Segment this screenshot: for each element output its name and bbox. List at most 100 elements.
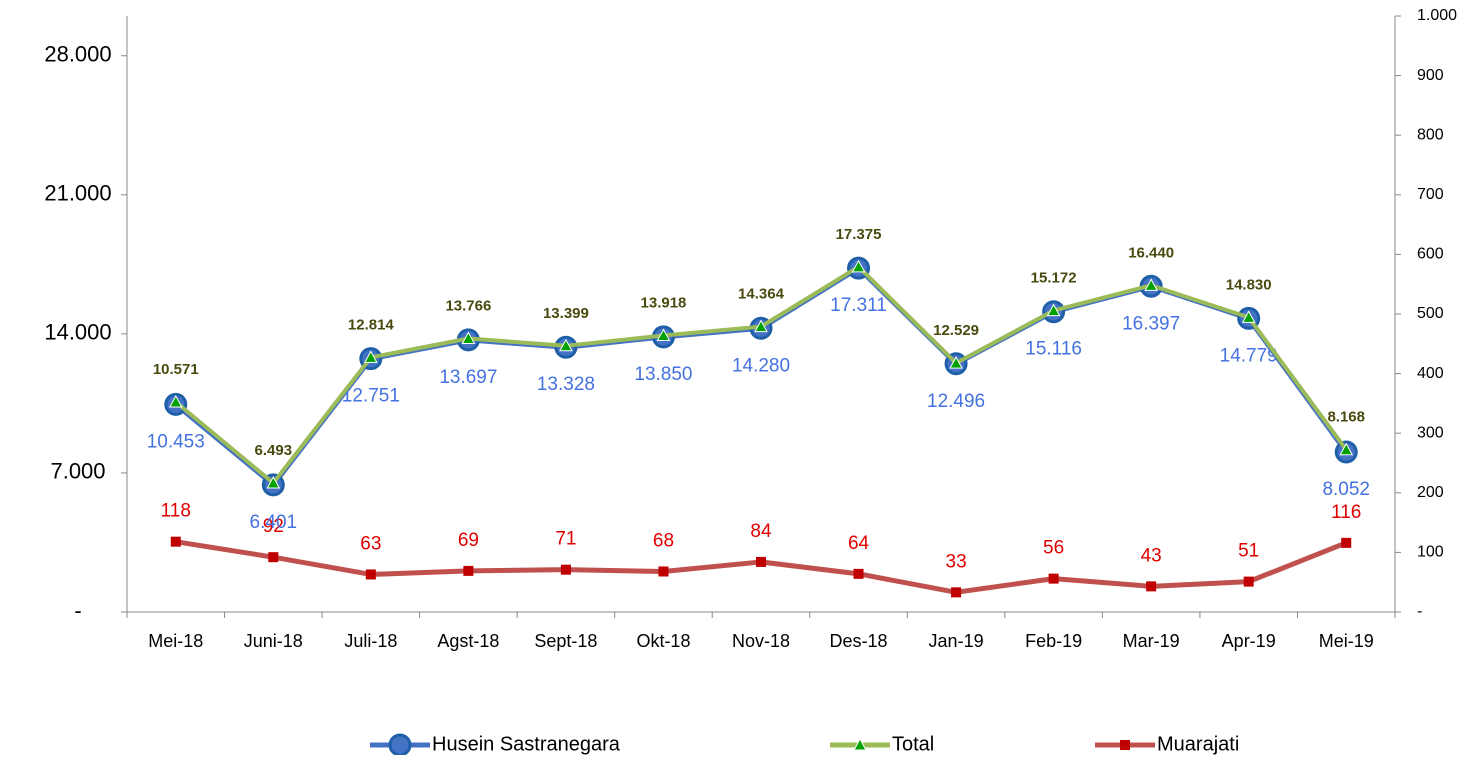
data-label: 14.779 xyxy=(1220,345,1278,366)
point-marker xyxy=(756,556,766,567)
data-label: 13.399 xyxy=(543,305,589,322)
data-label: 12.751 xyxy=(342,386,400,407)
point-marker xyxy=(168,394,183,408)
point-marker xyxy=(658,566,669,577)
y2-tick-label: 500 xyxy=(1417,305,1444,322)
y2-tick-label: - xyxy=(1417,603,1422,620)
point-marker xyxy=(1144,278,1158,291)
point-marker xyxy=(364,350,378,363)
point-marker xyxy=(656,328,671,341)
point-marker xyxy=(949,356,963,369)
x-tick-label: Jan-19 xyxy=(929,631,984,651)
series-line xyxy=(175,539,1348,595)
data-label: 71 xyxy=(555,529,576,550)
y2-tick-label: 100 xyxy=(1417,544,1444,561)
point-marker xyxy=(1120,740,1130,750)
y2-tick-label: 700 xyxy=(1417,186,1444,203)
x-tick-label: Sept-18 xyxy=(534,631,597,651)
y-tick-label: 14.000 xyxy=(44,320,111,345)
point-marker xyxy=(461,331,476,345)
point-marker xyxy=(1341,537,1352,548)
point-marker xyxy=(1046,303,1061,317)
point-marker xyxy=(754,319,768,333)
data-label: 68 xyxy=(653,530,674,551)
data-label: 69 xyxy=(458,530,479,551)
point-marker xyxy=(170,536,181,547)
point-marker xyxy=(388,733,412,757)
x-tick-label: Okt-18 xyxy=(636,631,690,651)
y-tick-label: 28.000 xyxy=(44,42,111,67)
data-label: 13.766 xyxy=(445,297,491,314)
data-label: 118 xyxy=(161,501,191,522)
y2-tick-label: 800 xyxy=(1417,126,1444,143)
point-marker xyxy=(1241,310,1256,323)
legend-label: Muarajati xyxy=(1157,733,1239,755)
point-marker xyxy=(559,338,573,352)
point-marker xyxy=(853,737,867,751)
point-marker xyxy=(853,568,864,579)
x-tick-label: Mar-19 xyxy=(1123,631,1180,651)
point-marker xyxy=(463,565,474,576)
point-marker xyxy=(951,587,962,598)
legend-label: Total xyxy=(892,733,934,755)
data-label: 6.401 xyxy=(250,512,298,533)
data-label: 17.375 xyxy=(836,226,882,243)
point-marker xyxy=(560,564,571,575)
y2-tick-label: 1.000 xyxy=(1417,7,1457,24)
point-marker xyxy=(1339,442,1354,456)
data-label: 13.697 xyxy=(439,367,497,388)
point-marker xyxy=(365,569,376,580)
y2-tick-label: 300 xyxy=(1417,424,1444,441)
data-label: 64 xyxy=(848,533,870,554)
data-label: 10.571 xyxy=(153,361,199,378)
data-label: 16.397 xyxy=(1122,313,1180,334)
data-label: 10.453 xyxy=(147,431,205,452)
data-label: 13.918 xyxy=(641,294,687,311)
data-label: 116 xyxy=(1331,502,1361,523)
x-tick-label: Juli-18 xyxy=(344,631,397,651)
point-marker xyxy=(851,259,866,273)
data-label: 16.440 xyxy=(1128,244,1174,261)
data-label: 51 xyxy=(1238,541,1259,562)
y2-tick-label: 900 xyxy=(1417,67,1444,84)
x-tick-label: Apr-19 xyxy=(1222,631,1276,651)
data-label: 13.850 xyxy=(634,364,692,385)
data-label: 84 xyxy=(750,521,772,542)
data-label: 14.364 xyxy=(738,286,785,303)
x-tick-label: Feb-19 xyxy=(1025,631,1082,651)
data-label: 14.830 xyxy=(1226,276,1272,293)
data-label: 8.168 xyxy=(1327,409,1365,426)
point-marker xyxy=(1048,573,1059,584)
data-label: 15.172 xyxy=(1031,270,1077,287)
data-label: 33 xyxy=(946,551,967,572)
data-label: 13.328 xyxy=(537,374,595,395)
data-label: 12.814 xyxy=(348,316,395,333)
x-tick-label: Des-18 xyxy=(830,631,888,651)
x-tick-label: Agst-18 xyxy=(437,631,499,651)
data-label: 12.529 xyxy=(933,322,979,339)
point-marker xyxy=(268,552,279,563)
point-marker xyxy=(266,475,281,489)
y-tick-label: 21.000 xyxy=(44,181,111,206)
data-label: 63 xyxy=(360,533,381,554)
data-label: 15.116 xyxy=(1025,339,1082,360)
point-marker xyxy=(1243,576,1254,587)
legend-label: Husein Sastranegara xyxy=(432,733,621,755)
data-label: 92 xyxy=(263,516,284,537)
data-label: 43 xyxy=(1141,545,1162,566)
y-tick-label: - xyxy=(74,598,81,623)
x-tick-label: Nov-18 xyxy=(732,631,790,651)
y2-tick-label: 200 xyxy=(1417,484,1444,501)
data-label: 6.493 xyxy=(255,442,293,459)
data-label: 8.052 xyxy=(1322,479,1370,500)
data-label: 12.496 xyxy=(927,391,985,412)
x-tick-label: Juni-18 xyxy=(244,631,303,651)
x-tick-label: Mei-18 xyxy=(148,631,203,651)
y2-tick-label: 600 xyxy=(1417,246,1444,263)
y-tick-label: 7.000 xyxy=(50,459,105,484)
y2-tick-label: 400 xyxy=(1417,365,1444,382)
data-label: 14.280 xyxy=(732,355,790,376)
data-label: 17.311 xyxy=(830,295,887,316)
data-label: 56 xyxy=(1043,538,1064,559)
